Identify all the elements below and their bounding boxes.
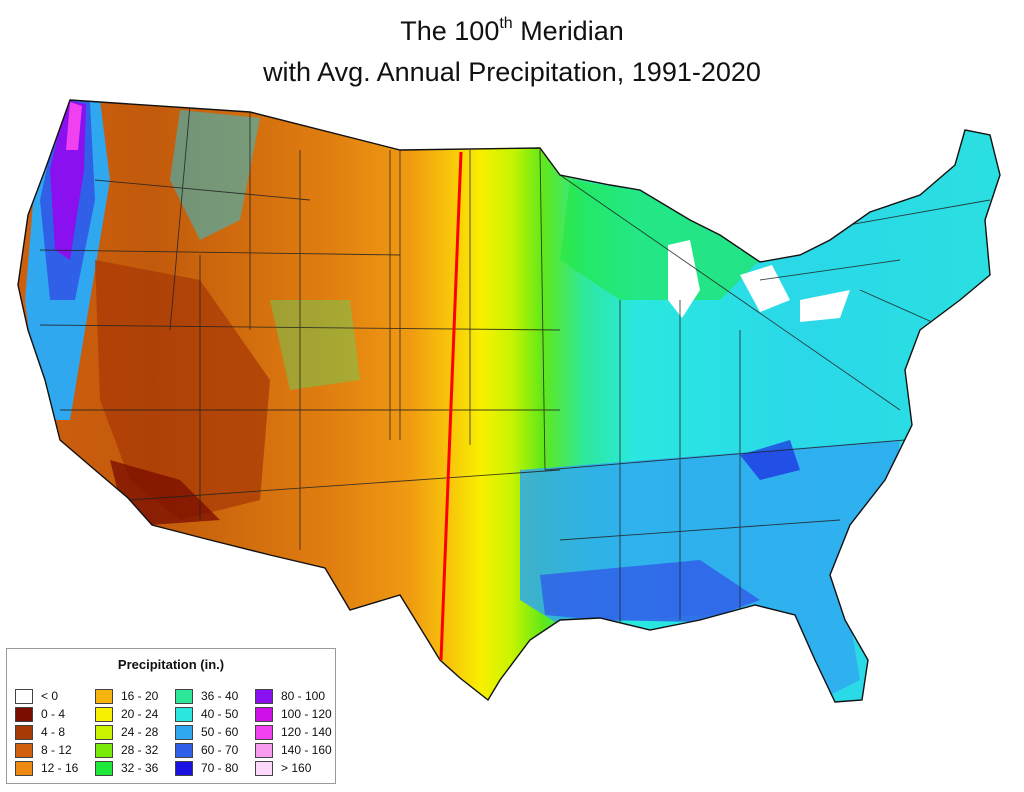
legend-swatch — [255, 706, 273, 722]
legend-item: 4 - 8 — [15, 723, 95, 741]
meridian-line — [439, 151, 463, 661]
legend-item: 16 - 20 — [95, 687, 175, 705]
legend-label: 28 - 32 — [121, 743, 159, 757]
legend-item: 80 - 100 — [255, 687, 335, 705]
legend-swatch — [95, 760, 113, 776]
legend-item: 20 - 24 — [95, 705, 175, 723]
legend-label: 100 - 120 — [281, 707, 332, 721]
legend-swatch — [95, 724, 113, 740]
legend-swatch — [175, 688, 193, 704]
legend-item: 8 - 12 — [15, 741, 95, 759]
legend-label: 140 - 160 — [281, 743, 332, 757]
legend-swatch — [95, 742, 113, 758]
legend-swatch — [95, 706, 113, 722]
legend-label: 36 - 40 — [201, 689, 239, 703]
legend-swatch — [15, 706, 33, 722]
legend-label: 50 - 60 — [201, 725, 239, 739]
legend-label: 20 - 24 — [121, 707, 159, 721]
legend-title: Precipitation (in.) — [117, 657, 225, 672]
legend-item: 32 - 36 — [95, 759, 175, 777]
precipitation-legend: Precipitation (in.) < 0 0 - 4 4 - 8 8 - 12 1… — [6, 648, 336, 784]
legend-swatch — [175, 760, 193, 776]
legend-item: 120 - 140 — [255, 723, 335, 741]
legend-item: 28 - 32 — [95, 741, 175, 759]
legend-label: 12 - 16 — [41, 761, 79, 775]
legend-item: 70 - 80 — [175, 759, 255, 777]
legend-item: 40 - 50 — [175, 705, 255, 723]
legend-item: < 0 — [15, 687, 95, 705]
legend-item: 100 - 120 — [255, 705, 335, 723]
legend-label: 24 - 28 — [121, 725, 159, 739]
legend-item: 12 - 16 — [15, 759, 95, 777]
legend-label: > 160 — [281, 761, 312, 775]
legend-label: 70 - 80 — [201, 761, 239, 775]
legend-swatch — [175, 706, 193, 722]
legend-label: < 0 — [41, 689, 59, 703]
legend-item: 0 - 4 — [15, 705, 95, 723]
legend-label: 40 - 50 — [201, 707, 239, 721]
legend-swatch — [15, 742, 33, 758]
legend-swatch — [255, 742, 273, 758]
legend-label: 16 - 20 — [121, 689, 159, 703]
legend-item: 60 - 70 — [175, 741, 255, 759]
legend-swatch — [255, 688, 273, 704]
legend-swatch — [95, 688, 113, 704]
legend-item: 140 - 160 — [255, 741, 335, 759]
legend-label: 8 - 12 — [41, 743, 72, 757]
legend-swatch — [15, 724, 33, 740]
map-title-line1: The 100th Meridian — [400, 15, 624, 46]
legend-item: 50 - 60 — [175, 723, 255, 741]
legend-item: 24 - 28 — [95, 723, 175, 741]
legend-swatch — [255, 724, 273, 740]
legend-label: 60 - 70 — [201, 743, 239, 757]
legend-item: > 160 — [255, 759, 335, 777]
legend-grid: < 0 0 - 4 4 - 8 8 - 12 12 - 16 16 - 20 20 - 24… — [15, 687, 333, 777]
legend-item: 36 - 40 — [175, 687, 255, 705]
legend-swatch — [15, 688, 33, 704]
legend-swatch — [15, 760, 33, 776]
legend-swatch — [175, 724, 193, 740]
legend-swatch — [255, 760, 273, 776]
legend-swatch — [175, 742, 193, 758]
map-title-line2: with Avg. Annual Precipitation, 1991-202… — [263, 57, 761, 87]
legend-label: 0 - 4 — [41, 707, 66, 721]
legend-label: 32 - 36 — [121, 761, 159, 775]
legend-label: 80 - 100 — [281, 689, 326, 703]
legend-label: 120 - 140 — [281, 725, 332, 739]
legend-label: 4 - 8 — [41, 725, 66, 739]
